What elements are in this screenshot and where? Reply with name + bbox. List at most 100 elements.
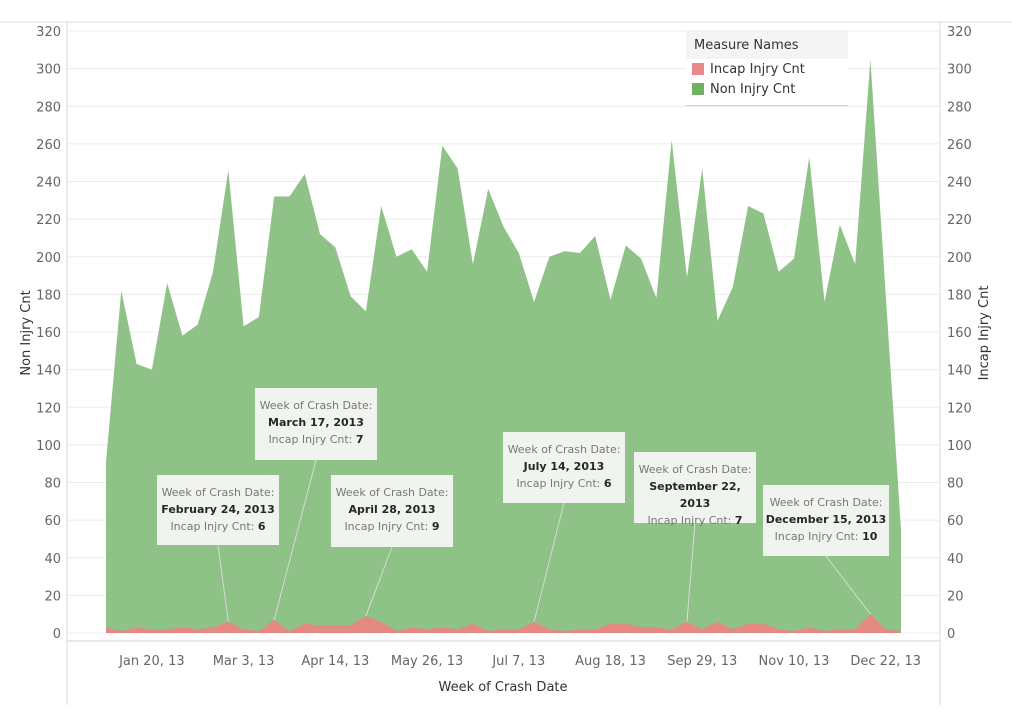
left-y-tick-label: 180 [36,288,61,303]
tooltip-march-17: Week of Crash Date: March 17, 2013 Incap… [255,388,377,460]
right-y-tick-label: 220 [947,213,972,228]
x-tick-label: May 26, 13 [391,654,463,669]
tooltip-value-line: Incap Injry Cnt: 6 [503,475,625,492]
legend-label-incap: Incap Injry Cnt [710,61,805,77]
legend-swatch-non [692,83,704,95]
right-y-axis: 0 20 40 60 80 100 120 140 160 180 200 220 240 260 280 3… [947,25,972,642]
tooltip-value-line: Incap Injry Cnt: 7 [634,512,756,529]
legend-divider [686,105,848,106]
left-y-tick-label: 160 [36,326,61,341]
left-y-tick-label: 220 [36,213,61,228]
right-y-tick-label: 40 [947,552,964,567]
left-y-axis: 0 20 40 60 80 100 120 140 160 180 200 220 240 260 280 3… [36,25,61,642]
right-y-axis-title: Incap Injry Cnt [977,286,992,381]
tooltip-date: September 22, 2013 [649,480,741,510]
legend: Measure Names Incap Injry Cnt Non Injry … [686,30,848,106]
tooltip-header: Week of Crash Date: [335,486,449,499]
tooltip-leader-line [273,459,317,620]
right-y-tick-label: 160 [947,326,972,341]
x-tick-label: Sep 29, 13 [667,654,737,669]
tooltip-value: 9 [431,520,440,533]
tooltip-value: 6 [257,520,266,533]
left-y-tick-label: 40 [44,552,61,567]
x-tick-label: Mar 3, 13 [213,654,275,669]
x-axis: Jan 20, 13 Mar 3, 13 Apr 14, 13 May 26, 13 J… [118,654,921,669]
left-y-tick-label: 200 [36,251,61,266]
right-y-tick-label: 100 [947,439,972,454]
tooltip-value-line: Incap Injry Cnt: 7 [255,431,377,448]
legend-item-non-injry-cnt[interactable]: Non Injry Cnt [686,79,848,99]
tooltip-december-15: Week of Crash Date: December 15, 2013 In… [763,485,889,556]
tooltip-value-line: Incap Injry Cnt: 9 [331,518,453,535]
tooltip-value: 10 [862,530,878,543]
left-y-tick-label: 120 [36,401,61,416]
x-tick-label: Dec 22, 13 [850,654,921,669]
tooltip-july-14: Week of Crash Date: July 14, 2013 Incap … [503,432,625,503]
tooltip-date: April 28, 2013 [348,503,436,516]
right-y-tick-label: 260 [947,138,972,153]
tooltip-leader-line [217,544,229,622]
left-y-tick-label: 140 [36,364,61,379]
tooltip-header: Week of Crash Date: [259,399,373,412]
left-y-tick-label: 100 [36,439,61,454]
tooltip-date: February 24, 2013 [161,503,275,516]
tooltip-value-line: Incap Injry Cnt: 10 [763,528,889,545]
tooltip-value: 7 [734,514,743,527]
legend-item-incap-injry-cnt[interactable]: Incap Injry Cnt [686,59,848,79]
tooltip-leader-line [825,555,871,615]
left-y-axis-title: Non Injry Cnt [19,290,34,375]
tooltip-leader-lines [217,459,871,622]
right-y-tick-label: 140 [947,364,972,379]
tooltip-value: 6 [603,477,612,490]
right-y-tick-label: 320 [947,25,972,40]
x-tick-label: Jul 7, 13 [491,654,545,669]
right-y-tick-label: 80 [947,477,964,492]
legend-swatch-incap [692,63,704,75]
left-y-tick-label: 240 [36,176,61,191]
left-y-tick-label: 60 [44,514,61,529]
tooltip-header: Week of Crash Date: [161,486,275,499]
x-tick-label: Jan 20, 13 [118,654,185,669]
right-y-tick-label: 0 [947,627,955,642]
tooltip-label: Incap Injry Cnt: [344,520,429,533]
tooltip-value: 7 [355,433,364,446]
tooltip-header: Week of Crash Date: [638,463,752,476]
tooltip-label: Incap Injry Cnt: [516,477,601,490]
tooltip-september-22: Week of Crash Date: September 22, 2013 I… [634,452,756,527]
right-y-tick-label: 120 [947,401,972,416]
x-tick-label: Apr 14, 13 [301,654,369,669]
tooltip-date: December 15, 2013 [765,513,887,526]
plot-frame [0,21,1012,705]
right-y-tick-label: 300 [947,63,972,78]
tooltip-date: March 17, 2013 [268,416,364,429]
tooltip-value-line: Incap Injry Cnt: 6 [157,518,279,535]
left-y-tick-label: 260 [36,138,61,153]
tooltip-label: Incap Injry Cnt: [647,514,732,527]
tooltip-header: Week of Crash Date: [507,443,621,456]
tooltip-leader-line [533,502,565,622]
tooltip-date: July 14, 2013 [523,460,605,473]
left-y-tick-label: 0 [53,627,61,642]
right-y-tick-label: 280 [947,100,972,115]
right-y-tick-label: 200 [947,251,972,266]
right-y-tick-label: 60 [947,514,964,529]
right-y-tick-label: 20 [947,589,964,604]
right-y-tick-label: 240 [947,176,972,191]
x-tick-label: Nov 10, 13 [759,654,830,669]
legend-title: Measure Names [686,30,848,59]
tooltip-leader-line [686,522,696,622]
tooltip-label: Incap Injry Cnt: [268,433,353,446]
tooltip-header: Week of Crash Date: [769,496,883,509]
tooltip-leader-line [365,546,393,617]
legend-label-non: Non Injry Cnt [710,81,796,97]
x-axis-title: Week of Crash Date [438,680,567,695]
left-y-tick-label: 280 [36,100,61,115]
tooltip-label: Incap Injry Cnt: [170,520,255,533]
left-y-tick-label: 20 [44,589,61,604]
tooltip-february-24: Week of Crash Date: February 24, 2013 In… [157,475,279,545]
area-incap-injry-cnt[interactable] [106,614,901,633]
left-y-tick-label: 80 [44,477,61,492]
tooltip-april-28: Week of Crash Date: April 28, 2013 Incap… [331,475,453,547]
left-y-tick-label: 320 [36,25,61,40]
